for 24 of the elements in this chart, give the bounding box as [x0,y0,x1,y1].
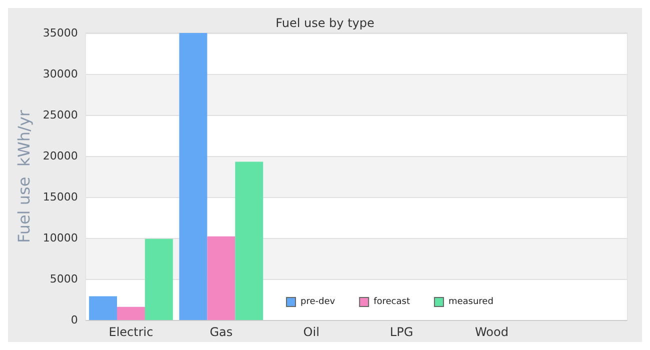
y-tick-label: 20000 [42,150,78,162]
bar [235,162,264,320]
y-tick-label: 0 [70,314,78,326]
legend-label: pre-dev [300,297,336,307]
bar [89,296,118,320]
y-tick-label: 35000 [42,26,78,40]
x-tick-label: Oil [303,325,320,339]
y-axis-title: Fuel use kWh/yr [14,110,34,243]
y-tick-label: 15000 [42,190,78,204]
x-tick-label: LPG [390,325,414,339]
x-tick-label: Gas [210,325,233,339]
y-tick-label: 10000 [42,232,78,244]
y-tick-label: 30000 [42,68,78,80]
y-tick-label: 25000 [42,108,78,122]
legend-label: forecast [374,297,410,307]
legend-label: measured [448,297,494,307]
x-tick-label: Wood [474,325,508,339]
bar [117,306,145,320]
x-tick-label: Electric [108,325,154,339]
bar [207,236,236,320]
chart-title: Fuel use by type [276,16,374,30]
bar [179,33,208,320]
y-tick-label: 5000 [50,272,78,286]
bar [144,238,173,320]
